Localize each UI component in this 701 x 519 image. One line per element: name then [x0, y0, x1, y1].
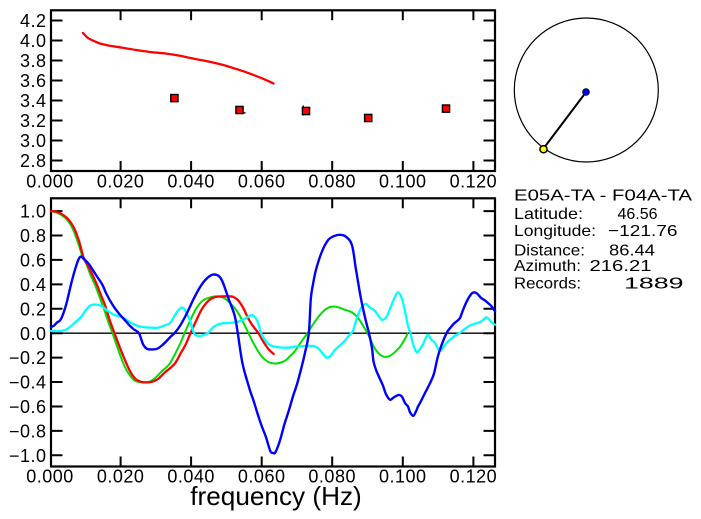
svg-text:3.2: 3.2 — [20, 111, 47, 131]
svg-text:3.8: 3.8 — [20, 51, 47, 71]
svg-text:0.080: 0.080 — [308, 467, 356, 487]
svg-text:0.100: 0.100 — [379, 172, 427, 192]
svg-text:Records:: Records: — [514, 276, 581, 293]
svg-text:0.6: 0.6 — [20, 251, 47, 271]
svg-text:3.6: 3.6 — [20, 71, 47, 91]
svg-text:1.0: 1.0 — [20, 202, 47, 222]
svg-text:0.060: 0.060 — [238, 467, 286, 487]
svg-text:2.8: 2.8 — [20, 151, 47, 171]
svg-text:0.4: 0.4 — [20, 275, 47, 295]
svg-text:Longitude:: Longitude: — [514, 223, 596, 240]
svg-text:1889: 1889 — [624, 276, 684, 293]
svg-text:86.44: 86.44 — [609, 242, 655, 259]
svg-text:E05A-TA - F04A-TA: E05A-TA - F04A-TA — [514, 187, 692, 204]
svg-text:0.020: 0.020 — [97, 467, 145, 487]
svg-text:4.0: 4.0 — [20, 31, 47, 51]
svg-text:0.000: 0.000 — [26, 172, 74, 192]
svg-text:4.2: 4.2 — [20, 11, 47, 31]
svg-text:216.21: 216.21 — [590, 258, 652, 275]
svg-text:−0.2: −0.2 — [9, 348, 47, 368]
svg-text:3.4: 3.4 — [20, 91, 47, 111]
svg-text:3.0: 3.0 — [20, 131, 47, 151]
svg-text:−0.8: −0.8 — [9, 422, 47, 442]
svg-text:−1.0: −1.0 — [9, 446, 47, 466]
svg-text:Distance:: Distance: — [514, 242, 585, 259]
svg-text:0.2: 0.2 — [20, 299, 47, 319]
svg-text:Azimuth:: Azimuth: — [514, 258, 581, 275]
svg-text:46.56: 46.56 — [618, 206, 658, 223]
svg-text:−0.4: −0.4 — [9, 373, 47, 393]
svg-text:0.080: 0.080 — [308, 172, 356, 192]
svg-text:0.120: 0.120 — [450, 172, 498, 192]
svg-text:0.8: 0.8 — [20, 226, 47, 246]
svg-text:0.0: 0.0 — [20, 324, 47, 344]
svg-text:frequency (Hz): frequency (Hz) — [190, 481, 362, 511]
svg-text:0.120: 0.120 — [450, 467, 498, 487]
svg-text:Latitude:: Latitude: — [514, 206, 583, 223]
svg-text:−121.76: −121.76 — [608, 223, 678, 240]
svg-text:0.100: 0.100 — [379, 467, 427, 487]
svg-text:−0.6: −0.6 — [9, 397, 47, 417]
svg-text:0.020: 0.020 — [97, 172, 145, 192]
svg-text:0.000: 0.000 — [26, 467, 74, 487]
svg-text:0.040: 0.040 — [167, 172, 215, 192]
svg-text:0.040: 0.040 — [167, 467, 215, 487]
svg-text:0.060: 0.060 — [238, 172, 286, 192]
